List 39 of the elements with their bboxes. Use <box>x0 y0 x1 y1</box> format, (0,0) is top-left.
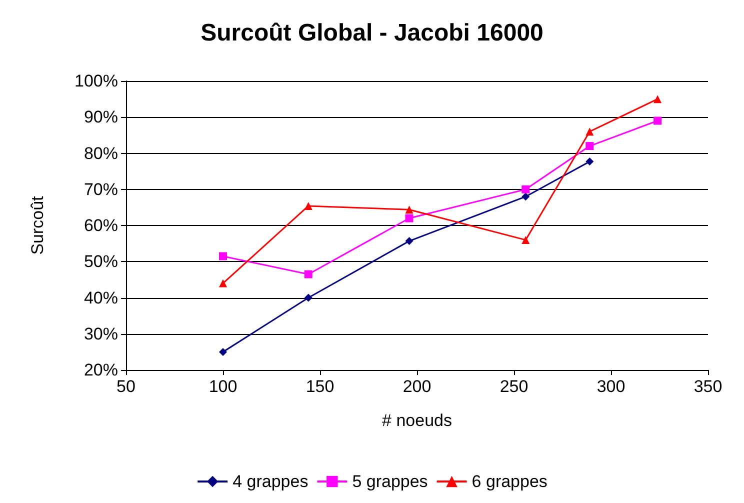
point <box>522 236 530 244</box>
x-tick-label: 250 <box>500 377 528 396</box>
y-tick-label: 50% <box>84 252 118 272</box>
legend-label: 5 grappes <box>352 472 428 491</box>
point <box>405 237 414 246</box>
x-tick-label: 100 <box>208 377 238 396</box>
point <box>654 95 662 104</box>
x-tick-label: 350 <box>694 377 722 396</box>
point <box>586 128 594 136</box>
point <box>219 279 227 288</box>
point <box>586 158 594 166</box>
y-tick-label: 100% <box>74 72 118 90</box>
x-tick-label: 150 <box>306 377 334 396</box>
x-tick-label: 300 <box>596 377 626 396</box>
point <box>219 348 227 356</box>
point <box>219 252 227 260</box>
x-tick-label: 50 <box>116 377 136 396</box>
x-axis-title: # noeuds <box>382 411 452 430</box>
y-tick-label: 80% <box>84 144 118 163</box>
point <box>405 206 414 214</box>
legend-label: 4 grappes <box>232 472 308 491</box>
y-tick-label: 40% <box>84 288 118 308</box>
point <box>405 214 414 222</box>
point <box>654 116 662 125</box>
x-tick-label: 200 <box>402 377 432 396</box>
y-tick-label: 70% <box>84 180 118 199</box>
point <box>304 270 312 278</box>
y-axis-title: Surcoût <box>28 196 47 255</box>
y-tick-label: 90% <box>84 108 118 127</box>
point <box>586 142 594 150</box>
point <box>304 202 312 210</box>
point <box>522 192 530 201</box>
chart-title: Surcoût Global - Jacobi 16000 <box>200 20 544 46</box>
y-tick-label: 30% <box>84 324 118 344</box>
y-tick-label: 60% <box>84 216 118 235</box>
y-tick-label: 20% <box>84 360 118 380</box>
legend-label: 6 grappes <box>472 472 548 491</box>
point <box>522 185 530 194</box>
point <box>304 294 312 302</box>
